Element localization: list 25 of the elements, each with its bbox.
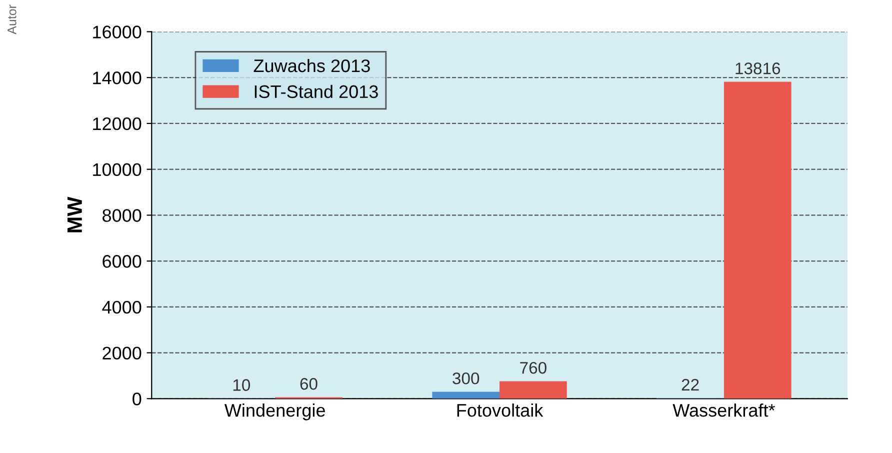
data-label: 13816 [736, 62, 780, 74]
data-label: 760 [520, 362, 546, 374]
data-label: 300 [452, 372, 480, 384]
y-tick-label: 4000 [102, 300, 142, 314]
y-axis-title: MW [68, 196, 82, 232]
bar [500, 381, 567, 399]
bar [724, 82, 792, 399]
text: Autor [8, 4, 16, 34]
x-tick-label: Fotovoltaik [457, 404, 544, 417]
y-tick-label: 2000 [102, 346, 142, 360]
y-tick-label: 8000 [102, 209, 142, 222]
legend-label: Zuwachs 2013 [254, 58, 370, 72]
y-tick-label: 14000 [93, 72, 142, 84]
x-tick-label: Wasserkraft* [672, 404, 776, 417]
x-tick-label: Windenergie [224, 404, 325, 420]
data-label: 60 [300, 378, 318, 390]
y-tick-label: 6000 [102, 254, 142, 268]
y-tick-label: 16000 [93, 26, 142, 38]
bar [432, 392, 500, 399]
legend-label: IST-Stand 2013 [254, 84, 378, 98]
data-label: 10 [233, 379, 250, 391]
y-tick-label: 0 [132, 392, 142, 406]
data-label: 22 [682, 378, 699, 391]
y-tick-label: 12000 [93, 117, 142, 130]
y-tick-label: 10000 [93, 163, 142, 176]
